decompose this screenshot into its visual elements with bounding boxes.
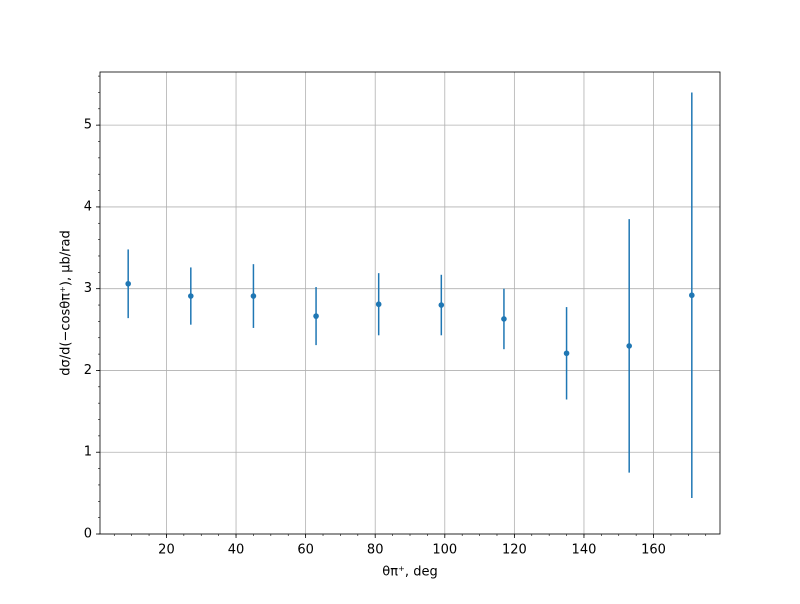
y-tick-label: 0: [84, 527, 92, 542]
y-tick-label: 3: [84, 281, 92, 296]
data-point: [626, 343, 632, 349]
data-point: [313, 313, 319, 319]
data-point: [188, 293, 194, 299]
x-tick-label: 80: [367, 543, 384, 558]
y-tick-label: 4: [84, 199, 92, 214]
data-point: [375, 301, 382, 308]
data-point: [125, 280, 131, 287]
x-tick-label: 60: [297, 543, 314, 558]
x-tick-label: 100: [432, 543, 457, 558]
data-point: [689, 292, 695, 299]
data-point: [563, 350, 570, 357]
x-tick-label: 120: [502, 543, 527, 558]
y-axis-label: dσ/d(−cosθπ⁺), μb/rad: [59, 230, 74, 375]
data-point: [250, 293, 257, 299]
data-point: [501, 316, 507, 322]
x-tick-label: 20: [158, 543, 175, 558]
plot-frame: [99, 71, 721, 535]
data-point: [438, 302, 445, 308]
y-tick-label: 2: [84, 363, 92, 378]
x-axis-label: θπ⁺, deg: [382, 565, 437, 580]
x-tick-label: 140: [572, 543, 597, 558]
x-tick-label: 40: [228, 543, 245, 558]
y-tick-label: 5: [84, 118, 92, 133]
y-tick-label: 1: [84, 445, 92, 460]
x-tick-label: 160: [641, 543, 666, 558]
